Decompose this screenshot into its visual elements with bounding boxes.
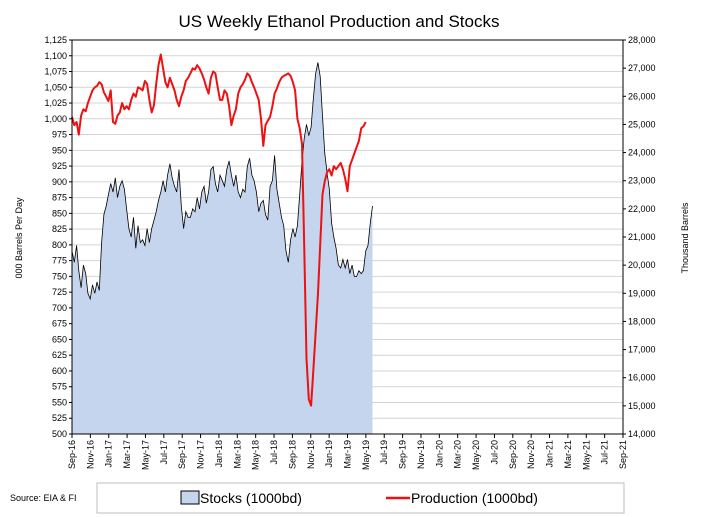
right-axis-ticks: 14,000 15,000 16,000 17,000 18,000 19,000 20,0… bbox=[623, 35, 656, 439]
x-tick-label: Nov-18 bbox=[306, 440, 316, 469]
left-tick-label: 900 bbox=[52, 177, 67, 187]
x-tick-label: Sep-21 bbox=[618, 440, 628, 469]
right-tick-label: 15,000 bbox=[628, 401, 656, 411]
right-tick-label: 20,000 bbox=[628, 260, 656, 270]
stocks-area-edge bbox=[71, 62, 373, 301]
x-tick-label: May-19 bbox=[361, 440, 371, 470]
left-tick-label: 1,125 bbox=[44, 35, 67, 45]
right-tick-label: 21,000 bbox=[628, 232, 656, 242]
x-tick-label: Jan-17 bbox=[104, 440, 114, 468]
left-tick-label: 1,050 bbox=[44, 82, 67, 92]
left-tick-label: 775 bbox=[52, 256, 67, 266]
x-tick-label: Mar-17 bbox=[122, 440, 132, 469]
left-tick-label: 675 bbox=[52, 319, 67, 329]
left-tick-label: 975 bbox=[52, 130, 67, 140]
left-tick-label: 625 bbox=[52, 350, 67, 360]
x-tick-label: May-18 bbox=[251, 440, 261, 470]
right-tick-label: 17,000 bbox=[628, 345, 656, 355]
right-tick-label: 26,000 bbox=[628, 91, 656, 101]
left-tick-label: 550 bbox=[52, 397, 67, 407]
left-tick-label: 725 bbox=[52, 287, 67, 297]
right-tick-label: 28,000 bbox=[628, 35, 656, 45]
right-tick-label: 25,000 bbox=[628, 119, 656, 129]
x-tick-label: Jul-17 bbox=[159, 440, 169, 465]
legend-label-stocks: Stocks (1000bd) bbox=[200, 490, 302, 506]
x-tick-label: May-17 bbox=[140, 440, 150, 470]
x-tick-label: Nov-19 bbox=[416, 440, 426, 469]
chart-title: US Weekly Ethanol Production and Stocks bbox=[179, 12, 500, 31]
legend-label-production: Production (1000bd) bbox=[411, 490, 538, 506]
x-tick-label: May-20 bbox=[471, 440, 481, 470]
legend-box bbox=[96, 482, 625, 514]
left-tick-label: 1,100 bbox=[44, 51, 67, 61]
x-tick-label: Jul-21 bbox=[600, 440, 610, 465]
stocks-series bbox=[71, 62, 373, 434]
left-tick-label: 1,025 bbox=[44, 98, 67, 108]
production-series bbox=[71, 53, 367, 407]
left-tick-label: 575 bbox=[52, 382, 67, 392]
right-tick-label: 18,000 bbox=[628, 316, 656, 326]
stocks-area-fill bbox=[72, 62, 373, 434]
left-tick-label: 500 bbox=[52, 429, 67, 439]
x-tick-label: Jul-18 bbox=[269, 440, 279, 465]
left-tick-label: 525 bbox=[52, 413, 67, 423]
right-tick-label: 24,000 bbox=[628, 148, 656, 158]
left-tick-label: 875 bbox=[52, 193, 67, 203]
x-tick-label: Nov-16 bbox=[85, 440, 95, 469]
left-tick-label: 800 bbox=[52, 240, 67, 250]
x-tick-label: Sep-18 bbox=[287, 440, 297, 469]
x-tick-label: Sep-19 bbox=[398, 440, 408, 469]
left-tick-label: 700 bbox=[52, 303, 67, 313]
x-tick-label: Jan-21 bbox=[545, 440, 555, 468]
left-tick-label: 950 bbox=[52, 145, 67, 155]
right-tick-label: 22,000 bbox=[628, 204, 656, 214]
x-tick-label: Nov-17 bbox=[196, 440, 206, 469]
left-tick-label: 1,000 bbox=[44, 114, 67, 124]
left-axis-ticks: 500 525 550 575 600 625 650 675 700 725 750 775 800 8… bbox=[44, 35, 72, 439]
legend-swatch-stocks bbox=[180, 490, 200, 505]
left-tick-label: 925 bbox=[52, 161, 67, 171]
x-tick-label: Sep-16 bbox=[67, 440, 77, 469]
x-tick-label: Mar-19 bbox=[343, 440, 353, 469]
x-tick-label: Sep-17 bbox=[177, 440, 187, 469]
source-note: Source: EIA & FI bbox=[10, 493, 77, 503]
x-tick-label: Mar-18 bbox=[232, 440, 242, 469]
left-tick-label: 1,075 bbox=[44, 67, 67, 77]
right-axis-label: Thousand Barrels bbox=[680, 202, 690, 274]
x-tick-label: May-21 bbox=[581, 440, 591, 470]
x-tick-label: Mar-21 bbox=[563, 440, 573, 469]
left-tick-label: 850 bbox=[52, 208, 67, 218]
x-tick-label: Nov-20 bbox=[526, 440, 536, 469]
x-tick-label: Jan-18 bbox=[214, 440, 224, 468]
x-tick-label: Jul-20 bbox=[489, 440, 499, 465]
right-tick-label: 19,000 bbox=[628, 288, 656, 298]
right-tick-label: 23,000 bbox=[628, 176, 656, 186]
x-tick-label: Jul-19 bbox=[379, 440, 389, 465]
left-tick-label: 750 bbox=[52, 271, 67, 281]
left-axis-label: 000 Barrels Per Day bbox=[14, 197, 24, 279]
x-tick-label: Jan-19 bbox=[324, 440, 334, 468]
left-tick-label: 650 bbox=[52, 334, 67, 344]
x-axis-ticks: Sep-16 Nov-16 Jan-17 Mar-17 May-17 Jul-17 Sep-… bbox=[67, 434, 628, 470]
right-tick-label: 16,000 bbox=[628, 373, 656, 383]
x-tick-label: Mar-20 bbox=[453, 440, 463, 469]
left-tick-label: 825 bbox=[52, 224, 67, 234]
legend: Stocks (1000bd) Production (1000bd) bbox=[96, 482, 625, 514]
left-tick-label: 600 bbox=[52, 366, 67, 376]
x-tick-label: Sep-20 bbox=[508, 440, 518, 469]
right-tick-label: 14,000 bbox=[628, 429, 656, 439]
production-line bbox=[71, 53, 367, 407]
x-tick-label: Jan-20 bbox=[434, 440, 444, 468]
right-tick-label: 27,000 bbox=[628, 63, 656, 73]
